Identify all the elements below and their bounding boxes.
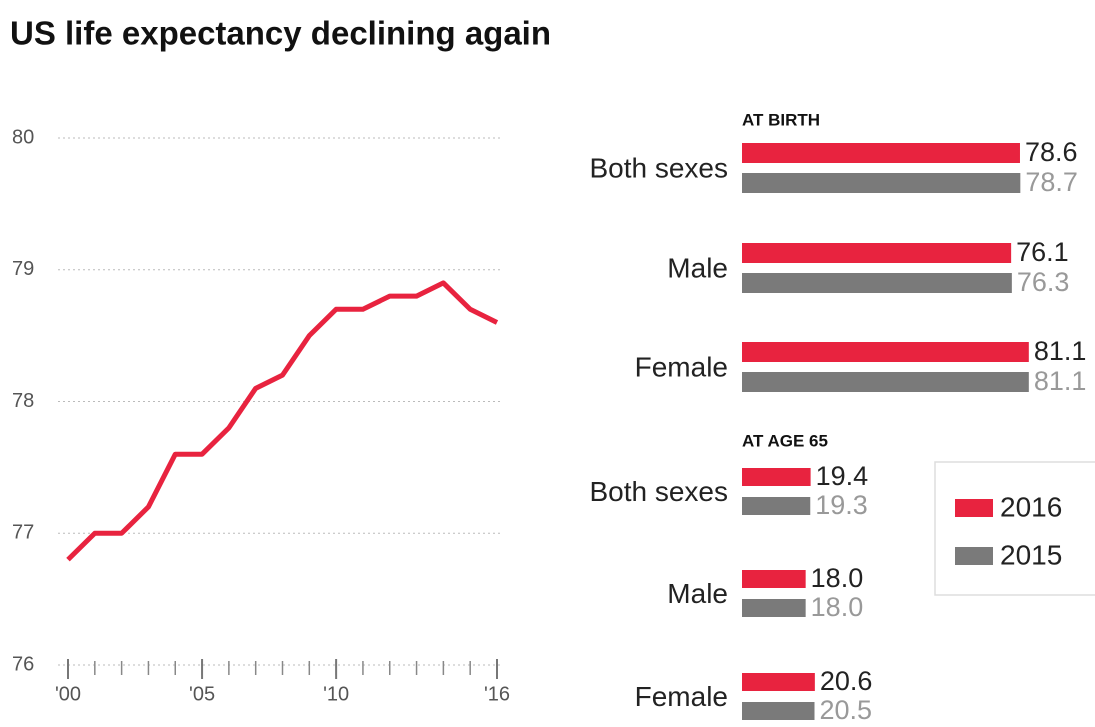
y-tick-label: 78 [12,390,34,412]
bar [742,599,806,617]
y-tick-label: 80 [12,126,34,148]
chart-title: US life expectancy declining again [10,15,551,52]
x-tick-label: '16 [484,683,510,705]
x-tick-label: '10 [323,683,349,705]
value-label: 76.1 [1016,237,1069,267]
legend-label: 2015 [1000,539,1062,570]
category-label: Female [635,681,728,712]
bar [742,143,1020,163]
bar [742,497,811,515]
y-tick-label: 77 [12,522,34,544]
legend-label: 2016 [1000,491,1062,522]
category-label: Female [635,351,728,382]
value-label: 18.0 [811,563,864,593]
bar [742,243,1012,263]
bar [742,468,811,486]
value-label: 18.0 [811,592,864,622]
panel-title: AT AGE 65 [742,431,828,450]
value-label: 20.5 [820,695,873,725]
y-tick-label: 76 [12,653,34,675]
bar [742,342,1029,362]
category-label: Male [667,578,728,609]
value-label: 19.3 [815,490,868,520]
bar [742,372,1029,392]
bar [742,570,806,588]
line [66,280,499,562]
panel-title: AT BIRTH [742,110,820,129]
category-label: Both sexes [589,152,728,183]
value-label: 78.6 [1025,137,1078,167]
value-label: 19.4 [816,461,869,491]
bar [742,673,815,691]
legend-box [934,461,1095,596]
bar [742,702,815,720]
x-tick-label: '05 [189,683,215,705]
y-tick-label: 79 [12,258,34,280]
category-label: Both sexes [589,476,728,507]
value-label: 81.1 [1034,336,1087,366]
value-label: 81.1 [1034,366,1087,396]
bar [742,273,1012,293]
legend-swatch [955,547,993,565]
value-label: 78.7 [1025,167,1078,197]
bar [742,173,1021,193]
legend-swatch [955,499,993,517]
category-label: Male [667,252,728,283]
x-tick-label: '00 [55,683,81,705]
value-label: 20.6 [820,666,873,696]
value-label: 76.3 [1017,267,1070,297]
